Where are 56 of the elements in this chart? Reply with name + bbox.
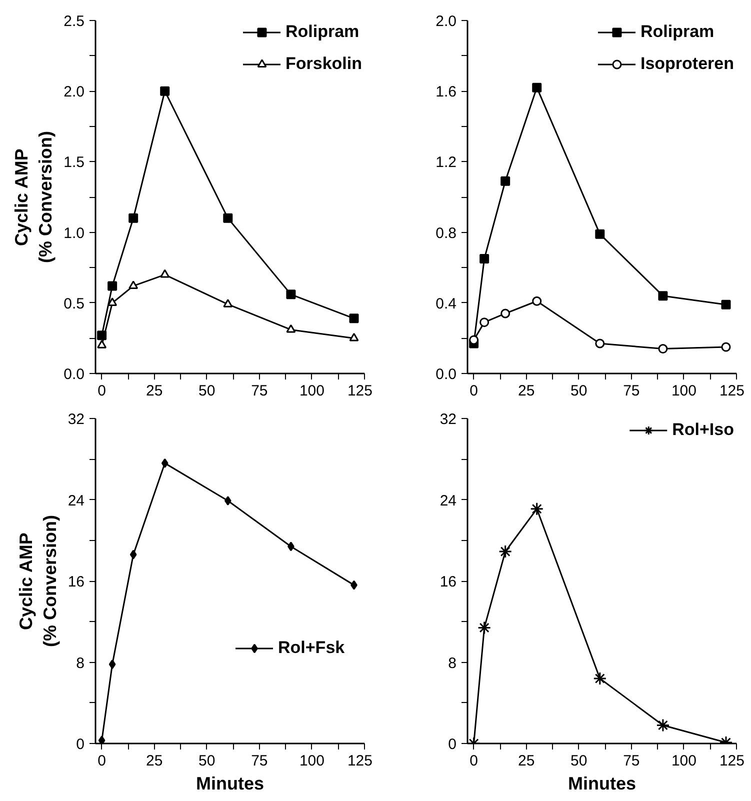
legend-label: Forskolin — [285, 54, 362, 74]
x-tick-label: 125 — [719, 752, 745, 770]
legend-label: Rolipram — [640, 22, 714, 42]
y-tick-label: 2.5 — [64, 13, 85, 30]
y-tick-label: 0.0 — [436, 366, 457, 383]
y-tick-label: 0.5 — [64, 295, 85, 312]
x-tick-label: 25 — [146, 382, 163, 400]
x-tick-label: 25 — [518, 752, 535, 770]
legend-label: Isoproteren — [640, 54, 734, 74]
x-tick-label: 0 — [470, 382, 478, 400]
y-tick-label: 2.0 — [64, 84, 85, 101]
y-tick-label: 1.2 — [436, 154, 457, 172]
y-tick-label: 1.0 — [64, 224, 85, 242]
x-tick-label: 75 — [623, 752, 640, 770]
x-axis-title: Minutes — [196, 774, 264, 794]
x-tick-label: 25 — [146, 752, 163, 770]
x-tick-label: 100 — [299, 752, 324, 770]
y-tick-label: 8 — [448, 654, 456, 672]
y-axis-title: Cyclic AMP (% Conversion) — [12, 130, 56, 264]
y-tick-label: 1.6 — [436, 84, 457, 101]
x-tick-label: 0 — [98, 752, 106, 770]
y-tick-label: 2.0 — [436, 13, 457, 30]
x-tick-label: 100 — [671, 382, 696, 400]
x-tick-label: 125 — [719, 382, 745, 400]
y-tick-label: 32 — [68, 411, 85, 428]
legend-label: Rol+Fsk — [278, 638, 345, 658]
y-tick-label: 16 — [440, 574, 457, 590]
x-tick-label: 100 — [671, 752, 696, 770]
x-tick-label: 50 — [570, 752, 588, 770]
x-tick-label: 125 — [347, 752, 373, 770]
x-tick-label: 125 — [347, 382, 373, 400]
x-tick-label: 0 — [98, 382, 106, 400]
y-tick-label: 24 — [440, 492, 457, 510]
x-tick-label: 75 — [251, 382, 268, 400]
x-tick-label: 50 — [198, 382, 216, 400]
y-tick-label: 0 — [76, 736, 84, 753]
y-tick-label: 24 — [68, 492, 85, 510]
y-tick-label: 0.8 — [436, 224, 457, 242]
x-tick-label: 0 — [470, 752, 478, 770]
y-tick-label: 1.5 — [64, 154, 85, 172]
x-tick-label: 75 — [251, 752, 268, 770]
y-tick-label: 16 — [68, 574, 85, 590]
y-tick-label: 0 — [448, 736, 456, 753]
x-tick-label: 100 — [299, 382, 324, 400]
y-axis-title: Cyclic AMP (% Conversion) — [16, 514, 60, 648]
y-tick-label: 32 — [440, 411, 457, 428]
x-tick-label: 75 — [623, 382, 640, 400]
x-tick-label: 50 — [570, 382, 588, 400]
x-axis-title: Minutes — [568, 774, 636, 794]
y-tick-label: 8 — [76, 654, 84, 672]
legend-label: Rol+Iso — [672, 420, 734, 440]
x-tick-label: 50 — [198, 752, 216, 770]
x-tick-label: 25 — [518, 382, 535, 400]
y-tick-label: 0.0 — [64, 366, 85, 383]
legend-label: Rolipram — [285, 22, 360, 42]
y-tick-label: 0.4 — [436, 295, 457, 312]
